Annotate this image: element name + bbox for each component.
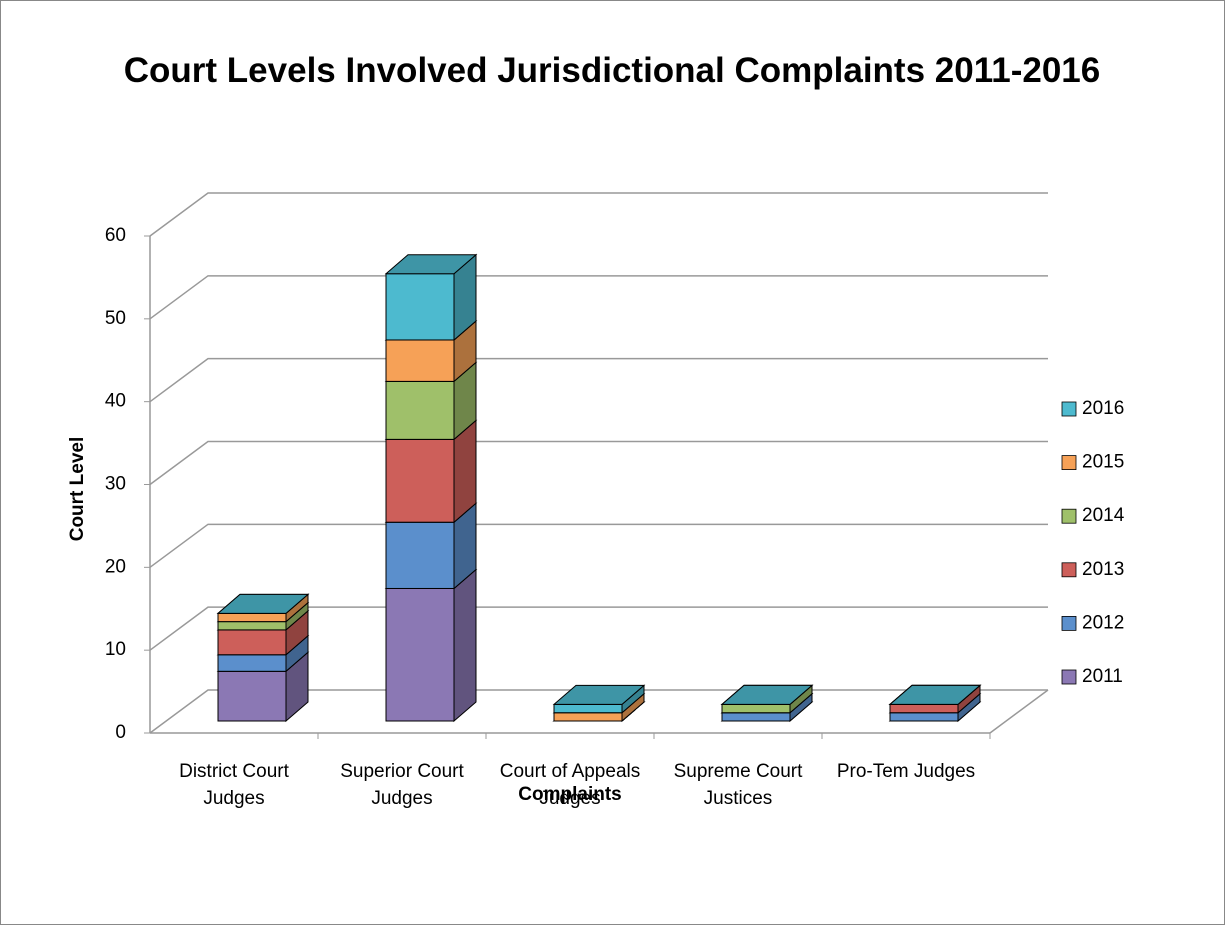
y-tick-label: 10 [105, 639, 126, 660]
y-tick-label: 60 [105, 225, 126, 246]
bar-front [217, 629, 287, 656]
grid-line [149, 606, 1048, 651]
y-tick-label: 30 [105, 474, 126, 495]
y-axis-title: Court Level [67, 437, 88, 542]
x-tick-label: District Court Judges [179, 761, 289, 809]
legend-label: 2015 [1082, 452, 1124, 473]
floor-right [989, 689, 1049, 734]
bar-front [217, 654, 287, 672]
grid-line [149, 523, 1048, 568]
legend-swatch [1061, 508, 1077, 524]
grid-line [149, 440, 1048, 486]
bar-top [384, 254, 478, 275]
grid-line [149, 357, 1048, 403]
x-tick-label: Superior Court Judges [340, 761, 464, 809]
legend-swatch [1061, 669, 1077, 685]
x-tick-label: Pro-Tem Judges [836, 761, 976, 782]
x-tick-label: Supreme Court Justices [673, 761, 803, 809]
bar-front [385, 521, 455, 589]
bar-side [453, 568, 477, 723]
bar-top [720, 684, 814, 705]
bar-front [889, 703, 959, 714]
y-tick-label: 40 [105, 391, 126, 412]
legend-label: 2013 [1082, 559, 1124, 580]
bar-front [553, 703, 623, 714]
y-tick-label: 20 [105, 556, 126, 577]
bar-front [385, 438, 455, 523]
legend-label: 2014 [1082, 505, 1125, 526]
y-tick-label: 50 [105, 308, 126, 329]
grid-line [149, 192, 1048, 237]
bar-top [888, 684, 982, 705]
bar-front [385, 587, 455, 722]
legend-swatch [1061, 401, 1077, 417]
bar-front [385, 339, 455, 382]
chart-title: Court Levels Involved Jurisdictional Com… [123, 51, 1101, 90]
bar-front [217, 612, 287, 623]
legend-label: 2012 [1082, 612, 1124, 633]
bar-front [217, 670, 287, 722]
bar-top [552, 684, 646, 705]
bar-front [217, 621, 287, 631]
legend-label: 2011 [1082, 666, 1123, 687]
bar-front [385, 273, 455, 341]
bar-front [889, 712, 959, 722]
x-tick-label: Court of Appeals Judges [499, 761, 641, 809]
legend-swatch [1061, 616, 1077, 631]
legend-swatch [1061, 455, 1077, 471]
bar-front [721, 712, 791, 722]
bar-top [216, 593, 310, 614]
legend-swatch [1061, 562, 1077, 578]
bar-front [553, 712, 623, 722]
x-axis-title: Complaints [518, 784, 621, 805]
grid-line [149, 275, 1048, 320]
y-tick-label: 0 [115, 722, 126, 743]
bar-front [721, 703, 791, 714]
bar-front [385, 380, 455, 440]
legend-label: 2016 [1082, 398, 1124, 419]
